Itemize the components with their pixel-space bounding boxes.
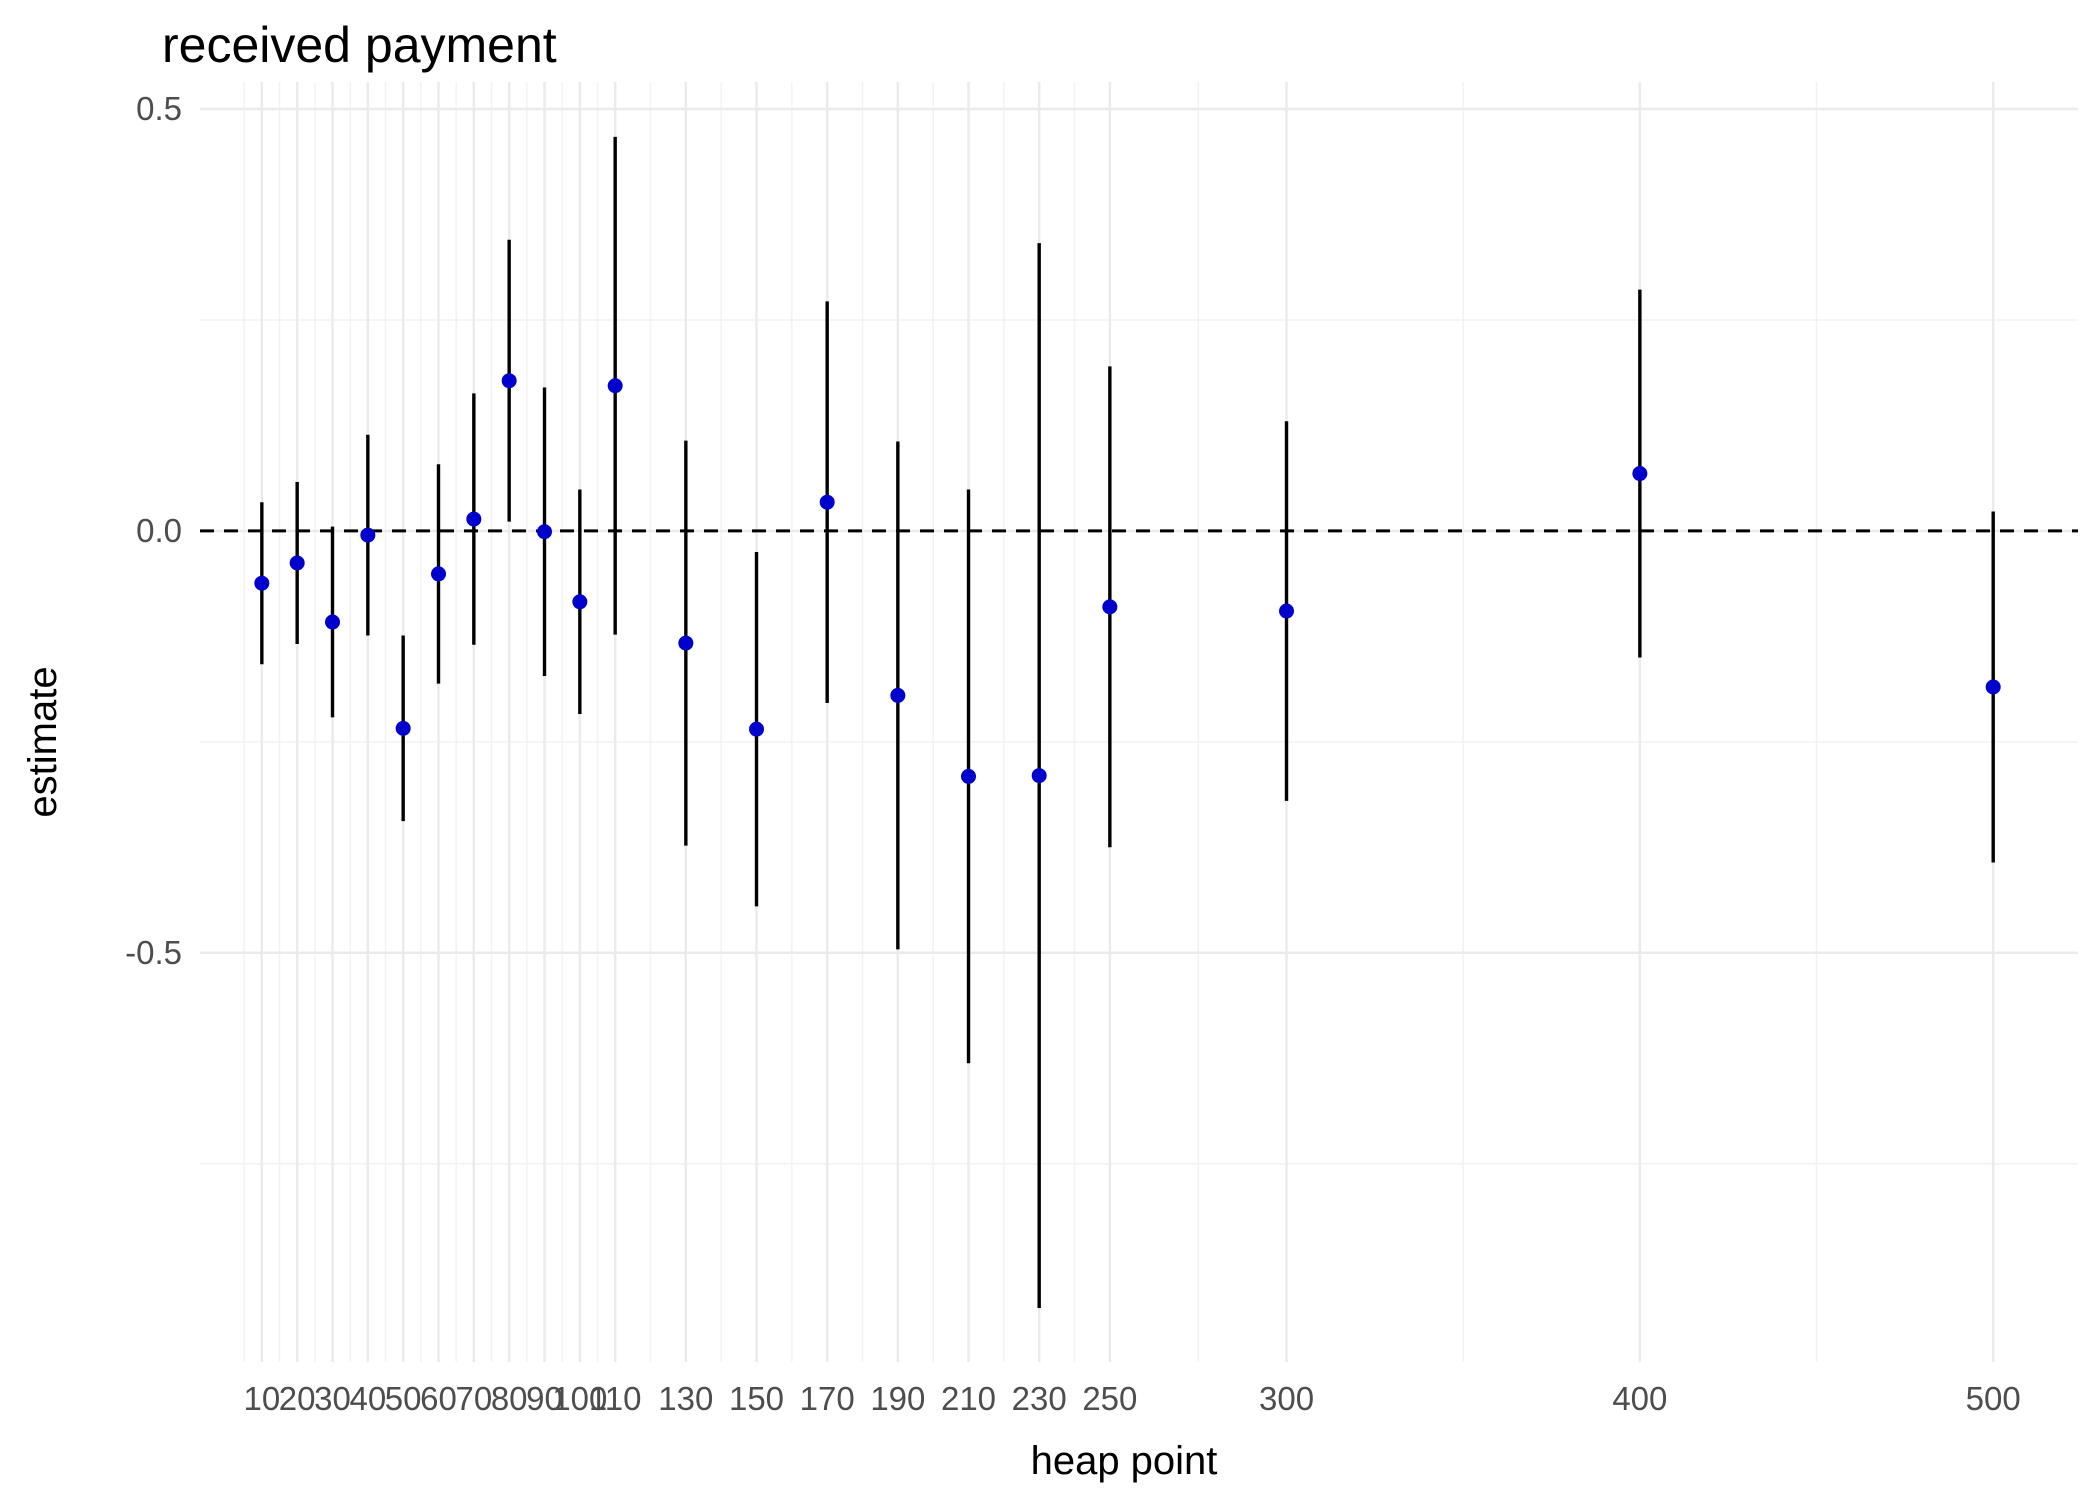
- x-tick-label: 110: [589, 1380, 642, 1417]
- x-tick-label: 50: [385, 1380, 422, 1417]
- x-tick-label: 130: [658, 1380, 713, 1417]
- x-tick-label: 70: [455, 1380, 492, 1417]
- data-point: [431, 566, 447, 582]
- x-tick-label: 230: [1012, 1380, 1067, 1417]
- data-point: [890, 687, 906, 703]
- x-tick-label: 60: [420, 1380, 457, 1417]
- x-tick-label: 250: [1082, 1380, 1137, 1417]
- data-point: [289, 555, 305, 571]
- x-tick-label: 20: [279, 1380, 316, 1417]
- x-tick-label: 500: [1966, 1380, 2021, 1417]
- data-point: [1985, 679, 2001, 695]
- x-tick-label: 10: [243, 1380, 280, 1417]
- data-point: [1279, 603, 1295, 619]
- y-tick-label: 0.0: [136, 512, 182, 549]
- data-point: [360, 527, 376, 543]
- data-point: [961, 768, 977, 784]
- data-point: [466, 511, 482, 527]
- data-point: [254, 575, 270, 591]
- data-point: [572, 594, 588, 610]
- x-tick-label: 210: [941, 1380, 996, 1417]
- x-tick-label: 300: [1259, 1380, 1314, 1417]
- data-point: [607, 378, 623, 394]
- x-tick-label: 150: [729, 1380, 784, 1417]
- data-point: [501, 373, 517, 389]
- data-point: [537, 524, 553, 540]
- x-tick-label: 100: [552, 1380, 607, 1417]
- data-point: [395, 720, 411, 736]
- data-point: [819, 494, 835, 510]
- x-axis-title: heap point: [1031, 1439, 1218, 1483]
- data-point: [749, 721, 765, 737]
- data-point: [678, 635, 694, 651]
- grid-lines: [200, 82, 2078, 1362]
- x-tick-label: 170: [800, 1380, 855, 1417]
- x-tick-label: 80: [491, 1380, 528, 1417]
- chart-title: received payment: [162, 17, 557, 73]
- x-tick-label: 190: [870, 1380, 925, 1417]
- x-tick-label: 40: [349, 1380, 386, 1417]
- y-tick-label: 0.5: [136, 90, 182, 127]
- data-point: [1102, 599, 1118, 615]
- x-tick-label: 90: [526, 1380, 563, 1417]
- data-point: [1632, 466, 1648, 482]
- y-tick-labels: 0.5 0.0 -0.5: [125, 90, 182, 971]
- y-axis-title: estimate: [21, 666, 65, 817]
- data-point: [1031, 768, 1047, 784]
- y-tick-label: -0.5: [125, 934, 182, 971]
- points-group: [254, 373, 2001, 784]
- x-tick-label: 30: [314, 1380, 351, 1417]
- data-point: [325, 614, 341, 630]
- x-tick-label: 400: [1612, 1380, 1667, 1417]
